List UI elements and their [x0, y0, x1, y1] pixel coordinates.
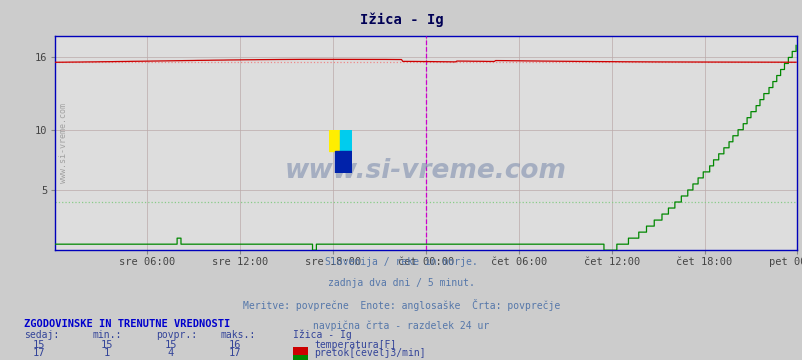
Text: 15: 15 — [100, 340, 113, 350]
Text: 17: 17 — [229, 348, 241, 358]
Text: www.si-vreme.com: www.si-vreme.com — [59, 103, 68, 183]
Text: Meritve: povprečne  Enote: anglosaške  Črta: povprečje: Meritve: povprečne Enote: anglosaške Črt… — [242, 299, 560, 311]
Text: Slovenija / reke in morje.: Slovenija / reke in morje. — [325, 257, 477, 267]
Text: 17: 17 — [32, 348, 45, 358]
Bar — [334, 151, 351, 173]
Text: 16: 16 — [229, 340, 241, 350]
Text: maks.:: maks.: — [221, 330, 256, 340]
Text: 15: 15 — [164, 340, 177, 350]
Text: 4: 4 — [168, 348, 174, 358]
Text: min.:: min.: — [92, 330, 122, 340]
Text: povpr.:: povpr.: — [156, 330, 197, 340]
Text: temperatura[F]: temperatura[F] — [314, 340, 395, 350]
Text: 1: 1 — [103, 348, 110, 358]
Text: sedaj:: sedaj: — [24, 330, 59, 340]
Text: navpična črta - razdelek 24 ur: navpična črta - razdelek 24 ur — [313, 320, 489, 330]
Text: pretok[čevelj3/min]: pretok[čevelj3/min] — [314, 348, 425, 358]
Text: ZGODOVINSKE IN TRENUTNE VREDNOSTI: ZGODOVINSKE IN TRENUTNE VREDNOSTI — [24, 319, 230, 329]
Text: www.si-vreme.com: www.si-vreme.com — [285, 158, 566, 184]
Text: Ižica - Ig: Ižica - Ig — [293, 330, 351, 340]
Bar — [340, 130, 351, 151]
Text: 15: 15 — [32, 340, 45, 350]
Text: Ižica - Ig: Ižica - Ig — [359, 13, 443, 27]
Text: zadnja dva dni / 5 minut.: zadnja dva dni / 5 minut. — [328, 278, 474, 288]
Bar — [329, 130, 340, 151]
